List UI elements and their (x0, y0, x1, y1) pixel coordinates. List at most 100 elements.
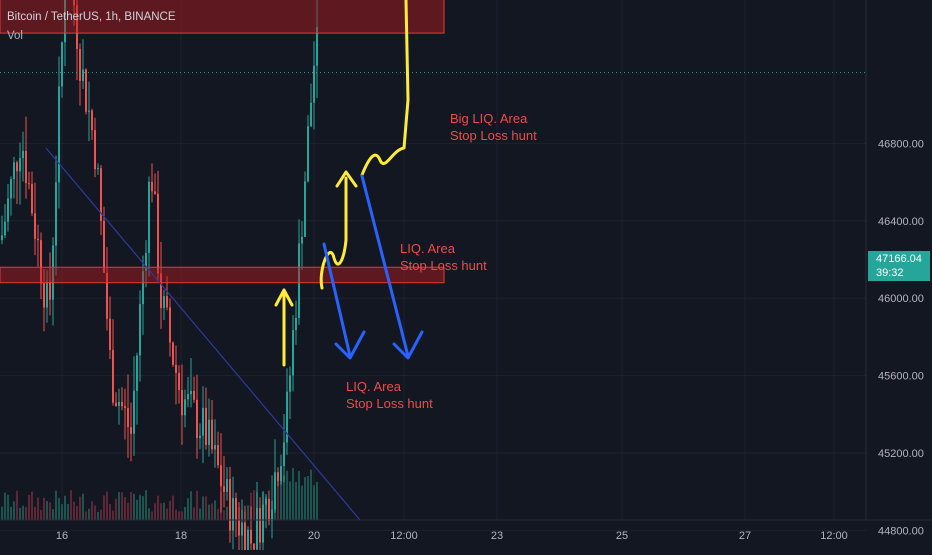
annotation-big-liq: Big LIQ. Area Stop Loss hunt (450, 110, 537, 144)
volume-bar (301, 485, 303, 520)
candle-body (196, 399, 198, 439)
price-tick-label: 46400.00 (878, 216, 924, 228)
annotation-line: LIQ. Area (400, 241, 455, 256)
volume-bar (184, 506, 186, 520)
volume-bar (19, 507, 21, 520)
candle-body (274, 472, 276, 510)
candle-body (142, 270, 144, 305)
price-tick-label: 45200.00 (878, 448, 924, 460)
candle-body (136, 355, 138, 391)
candle-body (34, 213, 36, 239)
candle-body (166, 296, 168, 308)
volume-bar (226, 506, 228, 520)
candle-body (193, 390, 195, 400)
candle-body (247, 529, 249, 555)
candle-body (16, 162, 18, 172)
price-tick-label: 46800.00 (878, 138, 924, 150)
volume-bar (211, 503, 213, 520)
candle-body (112, 349, 114, 403)
volume-bar (199, 508, 201, 520)
candle-body (121, 401, 123, 407)
candle-body (118, 401, 120, 406)
volume-legend[interactable]: Vol (7, 30, 23, 42)
volume-bar (10, 506, 12, 520)
annotation-liq-lower: LIQ. Area Stop Loss hunt (346, 378, 433, 412)
candle-body (208, 419, 210, 445)
volume-bar (196, 490, 198, 520)
candle-body (226, 479, 228, 492)
candle-body (49, 281, 51, 300)
volume-bar (76, 506, 78, 520)
volume-bar (4, 492, 6, 520)
candle-body (88, 110, 90, 112)
volume-bar (151, 511, 153, 520)
blue-down-arrow (322, 242, 366, 360)
time-tick-label: 25 (616, 530, 628, 542)
volume-bar (166, 508, 168, 520)
candle-body (19, 158, 21, 172)
candle-body (241, 522, 243, 536)
candle-body (82, 69, 84, 81)
volume-bar (31, 491, 33, 520)
candle-body (22, 150, 24, 159)
volume-bar (280, 477, 282, 520)
volume-bar (172, 495, 174, 520)
candle-body (130, 427, 132, 434)
volume-bar (130, 491, 132, 520)
candle-body (58, 86, 60, 183)
annotation-line: Big LIQ. Area (450, 111, 528, 126)
symbol-title[interactable]: Bitcoin / TetherUS, 1h, BINANCE (7, 11, 176, 23)
candle-body (46, 281, 48, 308)
volume-bar (205, 496, 207, 520)
volume-bar (112, 510, 114, 520)
volume-bar (16, 490, 18, 520)
volume-bar (136, 499, 138, 520)
candle-body (124, 406, 126, 409)
bar-countdown: 39:32 (876, 267, 904, 279)
candle-body (148, 181, 150, 254)
candle-body (292, 330, 294, 376)
candle-body (40, 240, 42, 284)
volume-bar (208, 504, 210, 520)
volume-bar (85, 511, 87, 520)
candle-body (283, 442, 285, 467)
volume-bar (25, 506, 27, 520)
volume-bar (295, 482, 297, 520)
volume-bar (82, 493, 84, 520)
volume-bar (175, 509, 177, 520)
candle-body (238, 520, 240, 536)
volume-bar (313, 485, 315, 520)
liquidity-zone (0, 0, 445, 34)
volume-bar (304, 477, 306, 520)
volume-bar (58, 497, 60, 520)
candle-body (4, 221, 6, 236)
candle-body (106, 272, 108, 319)
volume-bar (283, 475, 285, 520)
candle-body (115, 402, 117, 406)
volume-bar (97, 511, 99, 520)
volume-bar (37, 497, 39, 520)
candle-body (187, 394, 189, 400)
candle-body (295, 317, 297, 331)
volume-bar (103, 495, 105, 520)
volume-bar (127, 502, 129, 520)
volume-bar (121, 492, 123, 520)
volume-bar (61, 504, 63, 520)
volume-bar (79, 496, 81, 520)
candle-body (52, 245, 54, 300)
candle-body (271, 509, 273, 522)
volume-bar (118, 492, 120, 520)
candle-body (214, 445, 216, 450)
candle-body (244, 522, 246, 555)
candle-body (61, 42, 63, 87)
candle-body (277, 472, 279, 482)
volume-bar (139, 494, 141, 520)
volume-bar (34, 506, 36, 520)
candle-body (301, 236, 303, 244)
price-tick-label: 46000.00 (878, 293, 924, 305)
trendline (45, 147, 361, 521)
volume-bar (7, 494, 9, 520)
candle-body (7, 198, 9, 222)
